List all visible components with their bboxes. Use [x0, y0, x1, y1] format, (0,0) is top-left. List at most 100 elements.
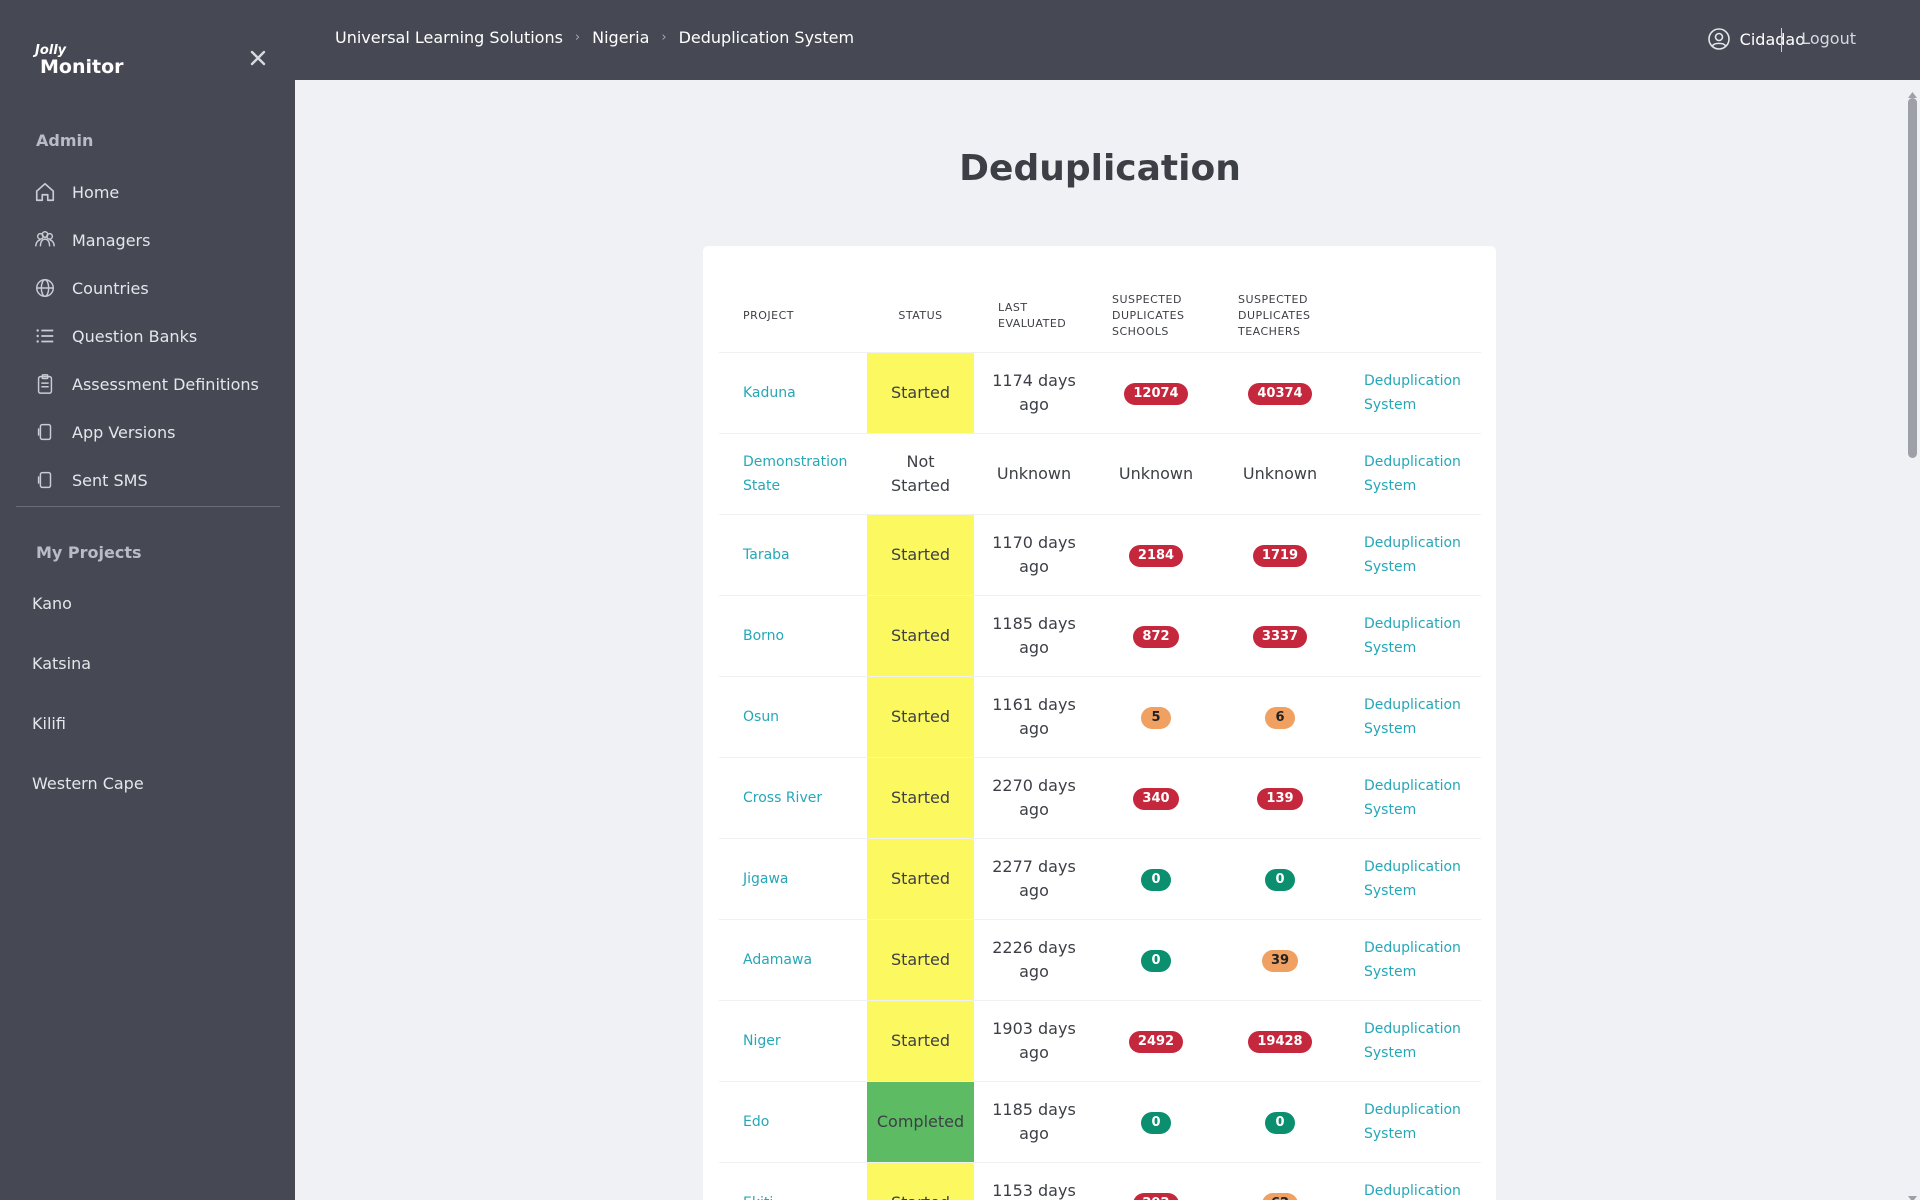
breadcrumb: Universal Learning Solutions › Nigeria ›…: [335, 28, 854, 47]
count-badge: 40374: [1248, 383, 1312, 405]
admin-section-label: Admin: [36, 131, 94, 150]
duplicates-schools-cell: 872: [1094, 594, 1218, 676]
breadcrumb-current[interactable]: Deduplication System: [678, 28, 855, 47]
sidebar-project-katsina[interactable]: Katsina: [32, 654, 92, 673]
sidebar-item-home[interactable]: Home: [34, 175, 274, 209]
project-link[interactable]: Borno: [719, 594, 867, 676]
deduplication-system-link[interactable]: Deduplication System: [1342, 756, 1481, 838]
device-icon: [37, 471, 52, 489]
table-row: Osun Started 1161 days ago 5 6 Deduplication …: [719, 675, 1481, 757]
column-header-project: PROJECT: [743, 308, 795, 322]
sidebar-item-assessment-definitions[interactable]: Assessment Definitions: [34, 367, 274, 401]
deduplication-card: PROJECT STATUS LAST EVALUATED SUSPECTED …: [703, 246, 1496, 1200]
deduplication-system-link[interactable]: Deduplication System: [1342, 675, 1481, 757]
user-menu[interactable]: Cidadao: [1707, 27, 1805, 51]
table-row: Taraba Started 1170 days ago 2184 1719 Dedupl…: [719, 513, 1481, 595]
project-link[interactable]: Niger: [719, 999, 867, 1081]
logo-bottom-text: Monitor: [40, 56, 124, 78]
deduplication-system-link[interactable]: Deduplication System: [1342, 918, 1481, 1000]
status-cell: Started: [867, 351, 974, 433]
table-row: Niger Started 1903 days ago 2492 19428 Dedupl…: [719, 999, 1481, 1081]
sidebar-project-kilifi[interactable]: Kilifi: [32, 714, 66, 733]
duplicates-schools-cell: 292: [1094, 1161, 1218, 1200]
count-badge: 12074: [1124, 383, 1188, 405]
sidebar-project-kano[interactable]: Kano: [32, 594, 72, 613]
deduplication-system-link[interactable]: Deduplication System: [1342, 1080, 1481, 1162]
count-badge: 139: [1257, 788, 1303, 810]
project-link[interactable]: Edo: [719, 1080, 867, 1162]
table-row: Demonstration State Not Started Unknown Unk…: [719, 432, 1481, 514]
deduplication-system-link[interactable]: Deduplication System: [1342, 837, 1481, 919]
status-cell: Started: [867, 1161, 974, 1200]
logout-button[interactable]: Logout: [1801, 29, 1856, 48]
duplicates-schools-cell: 340: [1094, 756, 1218, 838]
app-logo[interactable]: Jolly Monitor: [35, 44, 124, 77]
project-link[interactable]: Jigawa: [719, 837, 867, 919]
users-icon: [35, 231, 55, 247]
sidebar-item-label: Home: [72, 182, 120, 202]
deduplication-system-link[interactable]: Deduplication System: [1342, 432, 1481, 514]
deduplication-system-link[interactable]: Deduplication System: [1342, 594, 1481, 676]
table-body: Kaduna Started 1174 days ago 12074 40374 Dedu…: [719, 351, 1481, 1200]
top-bar: Universal Learning Solutions › Nigeria ›…: [295, 0, 1920, 80]
sidebar-item-label: Question Banks: [72, 326, 198, 346]
sidebar-item-countries[interactable]: Countries: [34, 271, 274, 305]
sidebar-item-sent-sms[interactable]: Sent SMS: [34, 463, 274, 497]
project-link[interactable]: Adamawa: [719, 918, 867, 1000]
project-link[interactable]: Ekiti: [719, 1161, 867, 1200]
duplicates-teachers-cell: 0: [1218, 837, 1342, 919]
sidebar: Jolly Monitor Admin Home Managers Countr…: [0, 0, 295, 1200]
last-evaluated-cell: 2277 days ago: [974, 837, 1094, 919]
status-cell: Started: [867, 594, 974, 676]
last-evaluated-cell: 1185 days ago: [974, 594, 1094, 676]
user-name: Cidadao: [1739, 29, 1805, 49]
breadcrumb-organization[interactable]: Universal Learning Solutions: [335, 28, 563, 47]
project-link[interactable]: Taraba: [719, 513, 867, 595]
count-badge: 5: [1141, 707, 1171, 729]
table-row: Cross River Started 2270 days ago 340 139 Ded…: [719, 756, 1481, 838]
column-header-duplicate-schools: SUSPECTED DUPLICATES SCHOOLS: [1112, 292, 1185, 338]
count-badge: 872: [1133, 626, 1179, 648]
sidebar-item-question-banks[interactable]: Question Banks: [34, 319, 274, 353]
duplicates-teachers-cell: 139: [1218, 756, 1342, 838]
sidebar-divider: [16, 506, 280, 507]
duplicates-schools-cell: 2492: [1094, 999, 1218, 1081]
project-link[interactable]: Demonstration State: [719, 432, 867, 514]
duplicates-teachers-cell: 40374: [1218, 351, 1342, 433]
breadcrumb-country[interactable]: Nigeria: [592, 28, 650, 47]
clipboard-icon: [37, 374, 53, 394]
duplicates-schools-cell: 0: [1094, 918, 1218, 1000]
duplicates-teachers-cell: 0: [1218, 1080, 1342, 1162]
duplicates-schools-cell: 2184: [1094, 513, 1218, 595]
column-header-duplicate-teachers: SUSPECTED DUPLICATES TEACHERS: [1238, 292, 1311, 338]
count-badge: 0: [1141, 869, 1171, 891]
column-header-status: STATUS: [898, 308, 943, 322]
deduplication-system-link[interactable]: Deduplication System: [1342, 513, 1481, 595]
deduplication-system-link[interactable]: Deduplication System: [1342, 999, 1481, 1081]
table-row: Edo Completed 1185 days ago 0 0 Deduplication…: [719, 1080, 1481, 1162]
table-row: Adamawa Started 2226 days ago 0 39 Deduplicat…: [719, 918, 1481, 1000]
table-row: Kaduna Started 1174 days ago 12074 40374 Dedu…: [719, 351, 1481, 433]
column-header-last-evaluated: LAST EVALUATED: [998, 300, 1067, 330]
sidebar-item-managers[interactable]: Managers: [34, 223, 274, 257]
duplicates-schools-cell: Unknown: [1094, 432, 1218, 514]
project-link[interactable]: Osun: [719, 675, 867, 757]
scroll-down-arrow-icon[interactable]: [1908, 1188, 1917, 1200]
deduplication-system-link[interactable]: Deduplication System: [1342, 1161, 1481, 1200]
status-cell: Started: [867, 513, 974, 595]
scroll-up-arrow-icon[interactable]: [1908, 84, 1917, 98]
close-sidebar-icon[interactable]: [246, 46, 270, 70]
project-link[interactable]: Kaduna: [719, 351, 867, 433]
sidebar-project-western-cape[interactable]: Western Cape: [32, 774, 144, 793]
duplicates-teachers-cell: 39: [1218, 918, 1342, 1000]
table-header-row: PROJECT STATUS LAST EVALUATED SUSPECTED …: [719, 280, 1481, 352]
sidebar-item-label: Managers: [72, 230, 151, 250]
my-projects-label: My Projects: [36, 543, 142, 562]
count-badge: 0: [1141, 1112, 1171, 1134]
sidebar-item-app-versions[interactable]: App Versions: [34, 415, 274, 449]
count-badge: 1719: [1252, 545, 1308, 567]
count-badge: 62: [1261, 1193, 1299, 1200]
scrollbar-thumb[interactable]: [1908, 98, 1917, 458]
project-link[interactable]: Cross River: [719, 756, 867, 838]
deduplication-system-link[interactable]: Deduplication System: [1342, 351, 1481, 433]
